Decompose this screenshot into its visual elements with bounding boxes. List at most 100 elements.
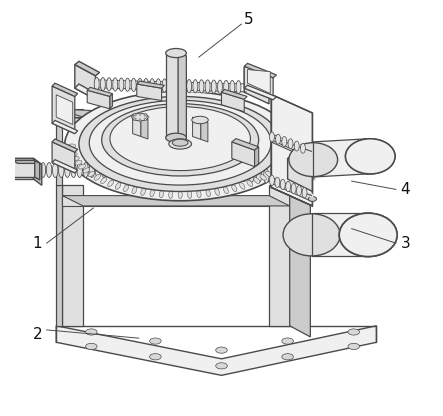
- Ellipse shape: [302, 188, 307, 198]
- Polygon shape: [288, 158, 312, 191]
- Ellipse shape: [150, 163, 155, 177]
- Ellipse shape: [58, 163, 64, 177]
- Ellipse shape: [286, 181, 291, 192]
- Ellipse shape: [168, 79, 173, 92]
- Polygon shape: [132, 114, 141, 136]
- Ellipse shape: [108, 180, 113, 186]
- Polygon shape: [201, 120, 208, 142]
- Ellipse shape: [216, 347, 227, 353]
- Ellipse shape: [240, 183, 245, 189]
- Ellipse shape: [115, 183, 121, 189]
- Polygon shape: [13, 161, 35, 177]
- Ellipse shape: [119, 78, 124, 91]
- Ellipse shape: [89, 100, 271, 185]
- Polygon shape: [56, 109, 83, 117]
- Ellipse shape: [101, 163, 107, 177]
- Ellipse shape: [146, 116, 149, 118]
- Ellipse shape: [131, 116, 134, 118]
- Ellipse shape: [276, 134, 280, 144]
- Ellipse shape: [78, 164, 85, 169]
- Ellipse shape: [95, 163, 101, 177]
- Ellipse shape: [284, 148, 292, 152]
- Ellipse shape: [190, 164, 195, 178]
- Ellipse shape: [288, 139, 293, 149]
- Ellipse shape: [141, 188, 145, 196]
- Polygon shape: [313, 139, 371, 177]
- Ellipse shape: [131, 78, 136, 92]
- Ellipse shape: [144, 79, 148, 92]
- Polygon shape: [244, 68, 269, 104]
- Polygon shape: [52, 142, 75, 173]
- Polygon shape: [110, 94, 113, 109]
- Ellipse shape: [256, 168, 262, 183]
- Polygon shape: [62, 185, 83, 326]
- Ellipse shape: [69, 148, 76, 152]
- Ellipse shape: [138, 163, 144, 177]
- Polygon shape: [255, 147, 259, 167]
- Ellipse shape: [241, 168, 247, 181]
- Polygon shape: [56, 95, 73, 124]
- Ellipse shape: [300, 144, 305, 153]
- Ellipse shape: [72, 156, 79, 161]
- Ellipse shape: [150, 189, 154, 197]
- Polygon shape: [269, 185, 290, 326]
- Ellipse shape: [139, 112, 141, 115]
- Polygon shape: [56, 185, 62, 326]
- Ellipse shape: [339, 213, 397, 257]
- Ellipse shape: [227, 166, 232, 181]
- Ellipse shape: [77, 163, 82, 177]
- Ellipse shape: [293, 171, 298, 185]
- Text: 5: 5: [244, 12, 253, 27]
- Polygon shape: [87, 87, 113, 97]
- Ellipse shape: [291, 183, 296, 194]
- Polygon shape: [56, 109, 290, 127]
- Ellipse shape: [65, 91, 296, 201]
- Text: 4: 4: [400, 182, 410, 197]
- Ellipse shape: [296, 186, 302, 196]
- Ellipse shape: [166, 133, 187, 142]
- Ellipse shape: [254, 178, 260, 183]
- Ellipse shape: [101, 104, 259, 176]
- Ellipse shape: [113, 163, 119, 177]
- Ellipse shape: [339, 213, 397, 257]
- Ellipse shape: [282, 338, 293, 344]
- Polygon shape: [52, 160, 78, 173]
- Ellipse shape: [88, 171, 95, 177]
- Ellipse shape: [199, 80, 204, 93]
- Ellipse shape: [280, 179, 285, 190]
- Ellipse shape: [101, 77, 105, 91]
- Polygon shape: [137, 84, 162, 101]
- Ellipse shape: [133, 114, 136, 116]
- Ellipse shape: [212, 166, 218, 180]
- Ellipse shape: [197, 191, 201, 198]
- Ellipse shape: [198, 164, 203, 178]
- Polygon shape: [62, 196, 269, 206]
- Ellipse shape: [120, 163, 125, 177]
- Ellipse shape: [215, 188, 220, 196]
- Ellipse shape: [163, 163, 168, 177]
- Polygon shape: [75, 61, 100, 76]
- Polygon shape: [56, 115, 62, 185]
- Ellipse shape: [83, 168, 90, 173]
- Polygon shape: [52, 86, 75, 134]
- Ellipse shape: [150, 79, 155, 92]
- Ellipse shape: [175, 79, 179, 92]
- Text: 1: 1: [33, 235, 43, 250]
- Ellipse shape: [219, 166, 225, 180]
- Ellipse shape: [132, 187, 137, 194]
- Ellipse shape: [166, 49, 187, 57]
- Polygon shape: [52, 83, 78, 97]
- Polygon shape: [271, 177, 312, 202]
- Ellipse shape: [169, 139, 191, 149]
- Polygon shape: [75, 84, 100, 99]
- Polygon shape: [13, 161, 40, 163]
- Ellipse shape: [308, 196, 317, 201]
- Ellipse shape: [156, 163, 162, 177]
- Polygon shape: [178, 53, 187, 139]
- Ellipse shape: [223, 187, 229, 194]
- Ellipse shape: [150, 338, 161, 344]
- Ellipse shape: [192, 116, 208, 124]
- Polygon shape: [311, 213, 369, 256]
- Ellipse shape: [144, 163, 149, 177]
- Ellipse shape: [283, 214, 340, 256]
